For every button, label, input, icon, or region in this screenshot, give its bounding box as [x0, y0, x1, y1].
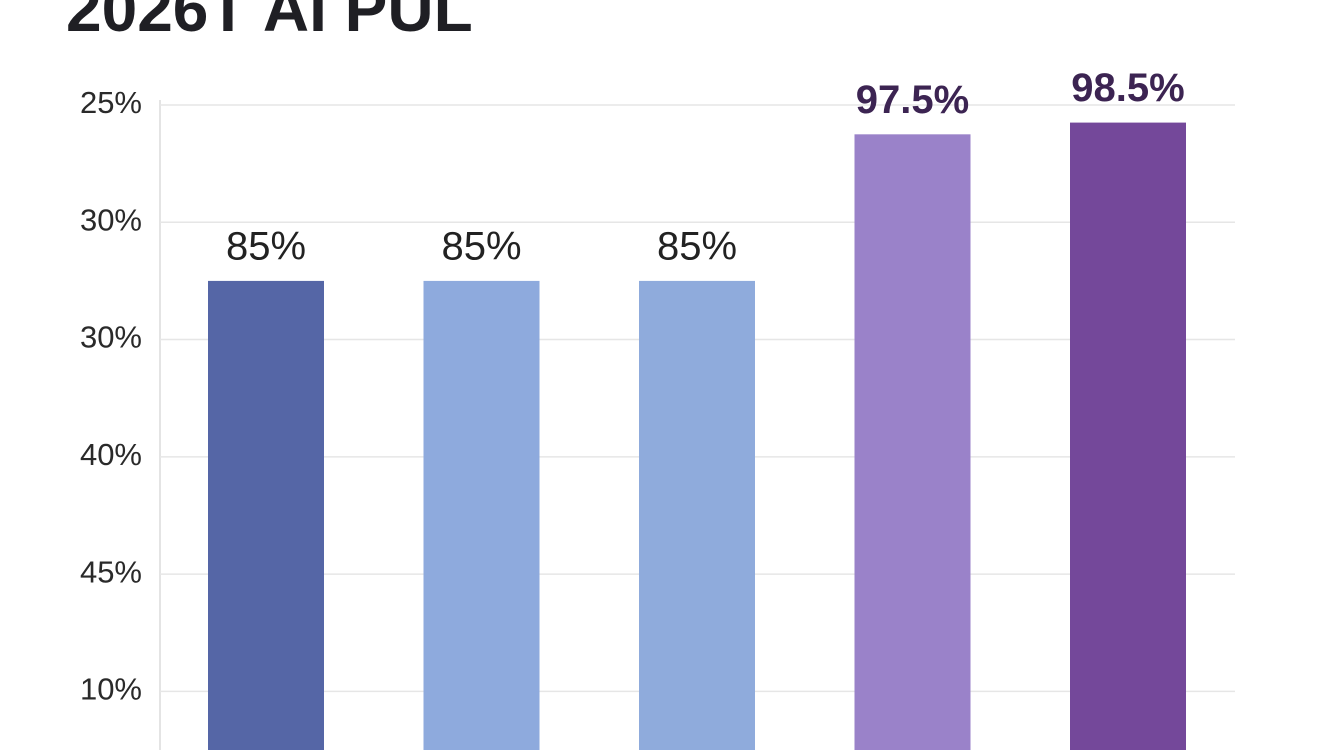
bar	[854, 134, 971, 750]
y-tick-label: 30%	[80, 320, 142, 355]
value-label: 98.5%	[1071, 66, 1184, 110]
chart-title: 2026T AI PUL	[66, 0, 473, 45]
y-tick-label: 10%	[80, 672, 142, 707]
y-tick-label: 30%	[80, 202, 142, 237]
value-label: 85%	[226, 224, 306, 268]
value-label: 85%	[441, 224, 521, 268]
bar	[208, 280, 324, 750]
y-tick-label: 25%	[80, 85, 142, 120]
y-tick-label: 40%	[80, 437, 142, 472]
value-label: 97.5%	[856, 78, 969, 122]
bar	[423, 280, 540, 750]
bar	[1070, 122, 1186, 750]
value-label: 85%	[657, 224, 737, 268]
bar	[639, 280, 755, 750]
y-tick-label: 45%	[80, 554, 142, 589]
